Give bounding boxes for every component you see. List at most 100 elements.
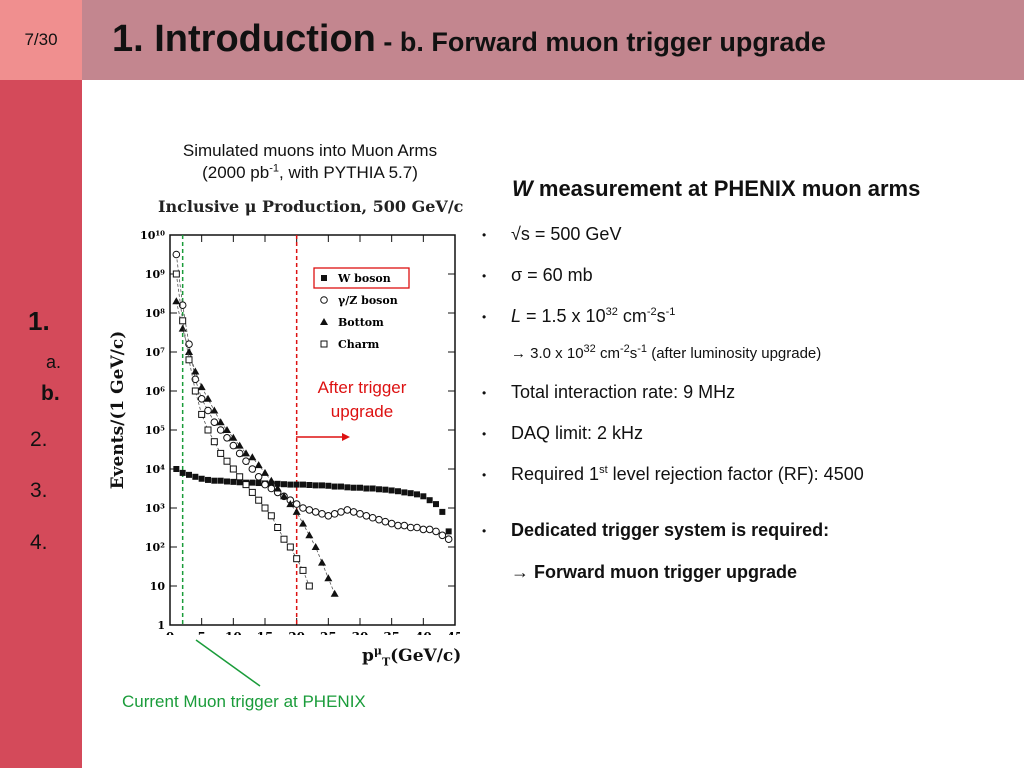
x-label-main: p — [362, 646, 374, 666]
gamma-z-point — [413, 523, 421, 532]
gamma-z-point — [419, 525, 428, 534]
w-boson-point — [255, 480, 262, 487]
legend-label: Charm — [338, 338, 380, 351]
nav-item-b[interactable]: b. — [41, 382, 60, 405]
y-tick-label: 10³ — [145, 502, 165, 515]
bullet-sup: st — [599, 464, 608, 476]
y-tick-label: 10² — [145, 541, 165, 554]
w-boson-point — [186, 471, 192, 478]
nav-section-2[interactable]: 2. — [30, 428, 48, 451]
gamma-z-point — [229, 441, 238, 450]
bullet-dot: • — [482, 427, 487, 442]
title-main: 1. Introduction — [112, 18, 376, 60]
w-boson-point — [325, 482, 332, 489]
bottom-point — [204, 394, 212, 402]
w-boson-point — [350, 484, 357, 491]
bottom-point — [280, 492, 288, 500]
gamma-z-point — [330, 510, 339, 518]
bullet-rejection-factor: • Required 1st level rejection factor (RF… — [482, 464, 864, 485]
page-number: 7/30 — [0, 0, 82, 80]
figure-caption: Simulated muons into Muon Arms (2000 pb-… — [150, 140, 470, 184]
bottom-point — [318, 558, 326, 566]
legend-label: W boson — [337, 272, 391, 285]
w-boson-point — [306, 481, 313, 488]
gamma-z-point — [438, 531, 447, 540]
bottom-point — [320, 318, 328, 325]
w-boson-point — [293, 481, 300, 488]
bottom-point — [229, 433, 238, 441]
gamma-z-point — [337, 508, 345, 516]
nav-section-1[interactable]: 1. — [28, 306, 50, 336]
w-boson-point — [420, 493, 427, 500]
upgrade-text: s — [629, 345, 638, 362]
after-trigger-line-1: After trigger — [317, 378, 407, 397]
w-boson-point — [382, 486, 389, 493]
charm-point — [286, 543, 294, 551]
nav-section-3[interactable]: 3. — [30, 479, 48, 502]
gamma-z-point — [267, 484, 276, 493]
bottom-point — [292, 507, 301, 515]
x-tick-label: 40 — [415, 630, 432, 635]
charm-point — [191, 387, 199, 395]
w-boson-point — [414, 491, 420, 498]
x-tick-label: 45 — [447, 630, 460, 635]
charm-point — [210, 438, 218, 446]
legend-highlight-box — [313, 267, 410, 289]
bullet-sigma: • σ = 60 mb — [482, 265, 593, 286]
y-tick-label: 10⁵ — [145, 424, 165, 437]
legend-label: γ/Z boson — [338, 294, 398, 307]
x-tick-label: 15 — [257, 630, 274, 635]
w-boson-point — [274, 480, 281, 487]
y-tick-label: 1 — [157, 619, 165, 632]
charm-point — [320, 340, 328, 348]
nav-item-a[interactable]: a. — [46, 352, 62, 372]
charm-point — [185, 356, 193, 364]
bullet-dot: • — [482, 524, 487, 539]
bottom-point — [216, 418, 225, 426]
w-boson-point — [319, 482, 325, 489]
w-boson-point — [198, 475, 205, 482]
slide-title: 1. Introduction - b. Forward muon trigge… — [112, 18, 826, 61]
gamma-z-point — [387, 519, 396, 528]
gamma-z-point — [324, 512, 333, 520]
bullet-text: Total interaction rate: 9 MHz — [511, 382, 736, 402]
bullet-dot: • — [482, 310, 487, 325]
after-trigger-label: After trigger upgrade — [302, 376, 422, 424]
caption-sup: -1 — [269, 162, 279, 175]
charm-point — [299, 566, 307, 574]
gamma-z-point — [349, 508, 358, 516]
gamma-z-point — [362, 512, 371, 520]
bullet-daq-limit: • DAQ limit: 2 kHz — [482, 423, 643, 444]
right-heading: W measurement at PHENIX muon arms — [512, 176, 920, 202]
w-boson-point — [376, 486, 382, 493]
gamma-z-point — [305, 506, 314, 514]
lum-text: s — [656, 306, 666, 326]
nav-section-4[interactable]: 4. — [30, 531, 48, 554]
bottom-point — [248, 453, 257, 461]
heading-w: W — [512, 176, 533, 201]
gamma-z-point — [394, 521, 402, 530]
bottom-point — [235, 441, 244, 449]
gamma-z-point — [210, 418, 219, 426]
gamma-z-point — [368, 513, 377, 522]
x-tick-label: 25 — [320, 630, 337, 635]
bottom-point — [286, 500, 295, 508]
charm-point — [274, 524, 282, 531]
gamma-z-point — [292, 500, 301, 508]
w-boson-point — [230, 478, 237, 485]
bottom-point — [178, 324, 187, 332]
x-tick-label: 30 — [352, 630, 369, 635]
gamma-z-point — [311, 508, 320, 516]
x-tick-label: 20 — [288, 630, 305, 635]
upgrade-text: → 3.0 x 10 — [511, 345, 584, 362]
bullet-dot: • — [482, 386, 487, 401]
y-tick-label: 10⁶ — [145, 385, 165, 398]
bullet-text: √s = 500 GeV — [511, 224, 622, 244]
bottom-point — [172, 297, 181, 305]
gamma-z-point — [197, 395, 206, 403]
bottom-point — [185, 348, 193, 355]
w-boson-point — [439, 508, 446, 515]
charm-point — [179, 317, 187, 325]
title-subtitle: - b. Forward muon trigger upgrade — [375, 27, 826, 57]
lum-text: cm — [617, 306, 647, 326]
